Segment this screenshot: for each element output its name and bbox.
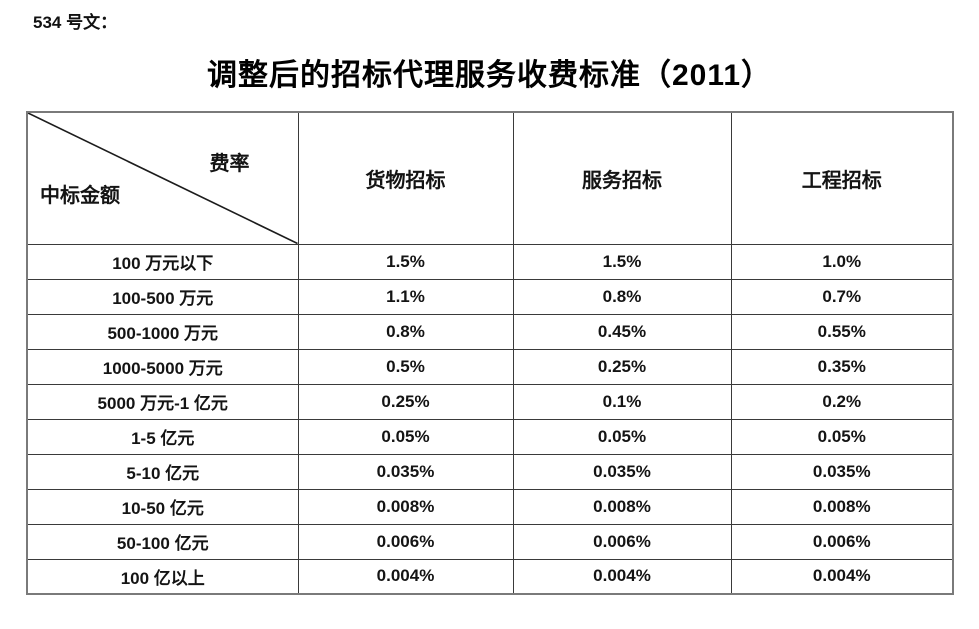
amount-range-cell: 1-5 亿元 xyxy=(26,418,299,455)
amount-range-cell: 5000 万元-1 亿元 xyxy=(26,383,299,420)
amount-range-cell: 50-100 亿元 xyxy=(26,523,299,560)
table-row: 100-500 万元 1.1% 0.8% 0.7% xyxy=(26,278,954,315)
engineering-rate-cell: 0.05% xyxy=(730,418,954,455)
services-rate-cell: 0.035% xyxy=(512,453,732,490)
goods-rate-cell: 0.8% xyxy=(297,313,514,350)
corner-label-rate: 费率 xyxy=(209,153,250,175)
column-header-services-bidding: 服务招标 xyxy=(512,111,732,245)
services-rate-cell: 0.8% xyxy=(512,278,732,315)
services-rate-cell: 0.008% xyxy=(512,488,732,525)
table-row: 5000 万元-1 亿元 0.25% 0.1% 0.2% xyxy=(26,383,954,420)
fee-table: 费率 中标金额 货物招标 服务招标 工程招标 100 万元以下 1.5% 1.5% 1… xyxy=(26,111,954,595)
amount-range-cell: 100 亿以上 xyxy=(26,558,299,595)
corner-label-bid-amount: 中标金额 xyxy=(40,185,120,207)
diagonal-divider-line xyxy=(28,113,298,244)
goods-rate-cell: 1.1% xyxy=(297,278,514,315)
goods-rate-cell: 0.25% xyxy=(297,383,514,420)
table-row: 100 亿以上 0.004% 0.004% 0.004% xyxy=(26,558,954,595)
amount-range-cell: 1000-5000 万元 xyxy=(26,348,299,385)
services-rate-cell: 0.006% xyxy=(512,523,732,560)
services-rate-cell: 0.45% xyxy=(512,313,732,350)
page-title: 调整后的招标代理服务收费标准（2011） xyxy=(206,59,773,92)
table-row: 50-100 亿元 0.006% 0.006% 0.006% xyxy=(26,523,954,560)
goods-rate-cell: 1.5% xyxy=(297,243,514,280)
table-row: 500-1000 万元 0.8% 0.45% 0.55% xyxy=(26,313,954,350)
header-row: 费率 中标金额 货物招标 服务招标 工程招标 xyxy=(26,111,954,245)
table-row: 1-5 亿元 0.05% 0.05% 0.05% xyxy=(26,418,954,455)
table-row: 100 万元以下 1.5% 1.5% 1.0% xyxy=(26,243,954,280)
services-rate-cell: 0.25% xyxy=(512,348,732,385)
table-row: 1000-5000 万元 0.5% 0.25% 0.35% xyxy=(26,348,954,385)
goods-rate-cell: 0.5% xyxy=(297,348,514,385)
services-rate-cell: 1.5% xyxy=(512,243,732,280)
engineering-rate-cell: 0.035% xyxy=(730,453,954,490)
doc-number-label: 534 号文： xyxy=(33,13,118,32)
engineering-rate-cell: 0.004% xyxy=(730,558,954,595)
amount-range-cell: 5-10 亿元 xyxy=(26,453,299,490)
goods-rate-cell: 0.035% xyxy=(297,453,514,490)
column-header-engineering-bidding: 工程招标 xyxy=(730,111,954,245)
amount-range-cell: 10-50 亿元 xyxy=(26,488,299,525)
engineering-rate-cell: 1.0% xyxy=(730,243,954,280)
table-row: 5-10 亿元 0.035% 0.035% 0.035% xyxy=(26,453,954,490)
amount-range-cell: 100-500 万元 xyxy=(26,278,299,315)
engineering-rate-cell: 0.7% xyxy=(730,278,954,315)
engineering-rate-cell: 0.55% xyxy=(730,313,954,350)
goods-rate-cell: 0.008% xyxy=(297,488,514,525)
services-rate-cell: 0.05% xyxy=(512,418,732,455)
goods-rate-cell: 0.004% xyxy=(297,558,514,595)
services-rate-cell: 0.004% xyxy=(512,558,732,595)
services-rate-cell: 0.1% xyxy=(512,383,732,420)
amount-range-cell: 100 万元以下 xyxy=(26,243,299,280)
amount-range-cell: 500-1000 万元 xyxy=(26,313,299,350)
engineering-rate-cell: 0.008% xyxy=(730,488,954,525)
corner-cell: 费率 中标金额 xyxy=(26,111,299,245)
goods-rate-cell: 0.05% xyxy=(297,418,514,455)
goods-rate-cell: 0.006% xyxy=(297,523,514,560)
fee-table-body: 100 万元以下 1.5% 1.5% 1.0% 100-500 万元 1.1% 0.8% 0.… xyxy=(26,243,954,595)
engineering-rate-cell: 0.2% xyxy=(730,383,954,420)
engineering-rate-cell: 0.35% xyxy=(730,348,954,385)
table-row: 10-50 亿元 0.008% 0.008% 0.008% xyxy=(26,488,954,525)
engineering-rate-cell: 0.006% xyxy=(730,523,954,560)
column-header-goods-bidding: 货物招标 xyxy=(297,111,514,245)
